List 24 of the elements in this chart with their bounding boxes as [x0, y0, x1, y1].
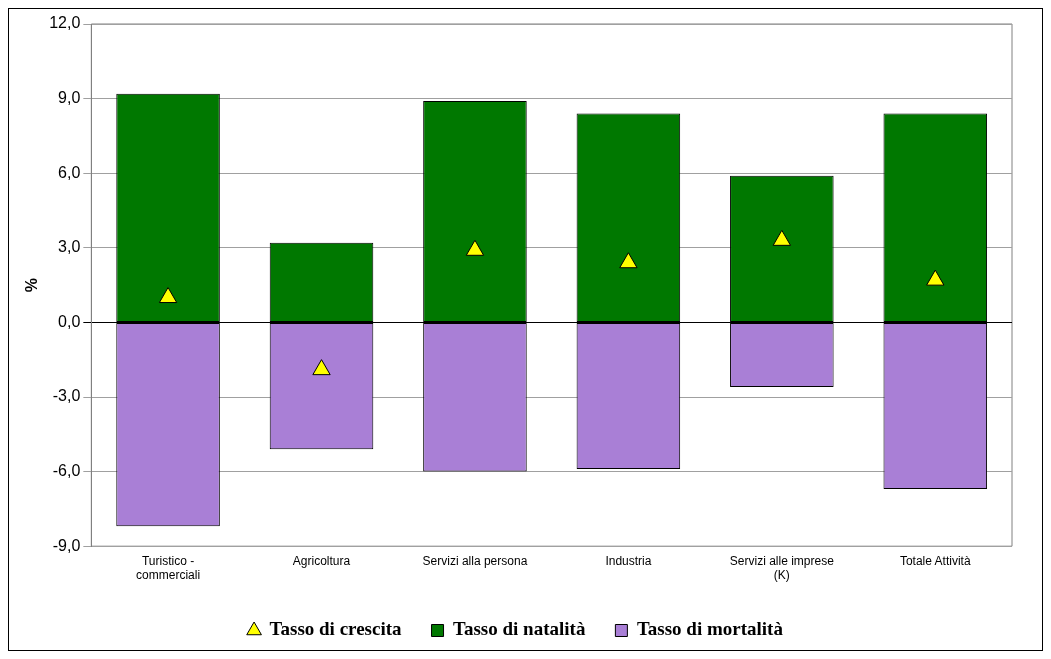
y-tick-label: 9,0	[58, 89, 81, 107]
x-tick-label: Totale Attività	[899, 553, 971, 568]
x-tick-label: Agricoltura	[292, 553, 351, 568]
y-tick-label: 0,0	[58, 312, 81, 330]
point	[465, 239, 485, 256]
x-tick-label: Industria	[605, 553, 652, 568]
y-axis-title: %	[23, 277, 41, 293]
point	[158, 287, 178, 304]
y-tick-label: -9,0	[52, 536, 81, 554]
y-tick-label: 6,0	[58, 163, 81, 181]
x-tick-label: Servizi alla persona	[422, 553, 528, 568]
y-tick-label: 3,0	[58, 238, 81, 256]
y-tick-label: -6,0	[52, 462, 81, 480]
legend-label: Tasso di crescita	[269, 618, 403, 640]
y-tick-label: 12,0	[49, 14, 81, 32]
point	[312, 359, 331, 376]
point	[619, 252, 638, 269]
point	[926, 269, 945, 286]
legend-label: Tasso di mortalità	[636, 618, 784, 640]
x-tick-label: Servizi alle imprese (K)	[729, 553, 835, 583]
legend-label: Tasso di natalità	[453, 618, 586, 640]
point	[772, 229, 791, 246]
x-tick-label: Turistico - commerciali	[136, 553, 201, 583]
y-tick-label: -3,0	[52, 387, 81, 405]
